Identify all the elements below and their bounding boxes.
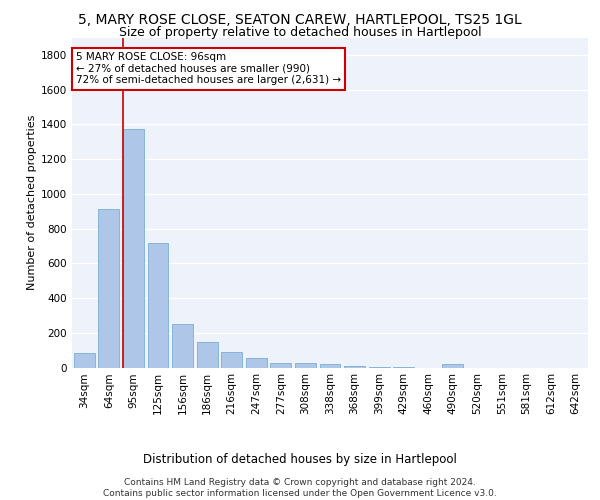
Bar — [98, 210, 119, 368]
Bar — [148, 244, 169, 368]
Bar — [320, 364, 340, 368]
Text: 5, MARY ROSE CLOSE, SEATON CAREW, HARTLEPOOL, TS25 1GL: 5, MARY ROSE CLOSE, SEATON CAREW, HARTLE… — [78, 12, 522, 26]
Bar — [74, 352, 95, 368]
Bar — [442, 364, 463, 368]
Bar — [393, 367, 414, 368]
Bar — [123, 128, 144, 368]
Text: Contains HM Land Registry data © Crown copyright and database right 2024.
Contai: Contains HM Land Registry data © Crown c… — [103, 478, 497, 498]
Bar — [172, 324, 193, 368]
Bar — [221, 352, 242, 368]
Text: Distribution of detached houses by size in Hartlepool: Distribution of detached houses by size … — [143, 452, 457, 466]
Bar — [295, 362, 316, 368]
Bar — [246, 358, 267, 368]
Bar — [271, 362, 292, 368]
Bar — [368, 366, 389, 368]
Bar — [344, 366, 365, 368]
Text: Size of property relative to detached houses in Hartlepool: Size of property relative to detached ho… — [119, 26, 481, 39]
Text: 5 MARY ROSE CLOSE: 96sqm
← 27% of detached houses are smaller (990)
72% of semi-: 5 MARY ROSE CLOSE: 96sqm ← 27% of detach… — [76, 52, 341, 86]
Y-axis label: Number of detached properties: Number of detached properties — [27, 115, 37, 290]
Bar — [197, 342, 218, 367]
